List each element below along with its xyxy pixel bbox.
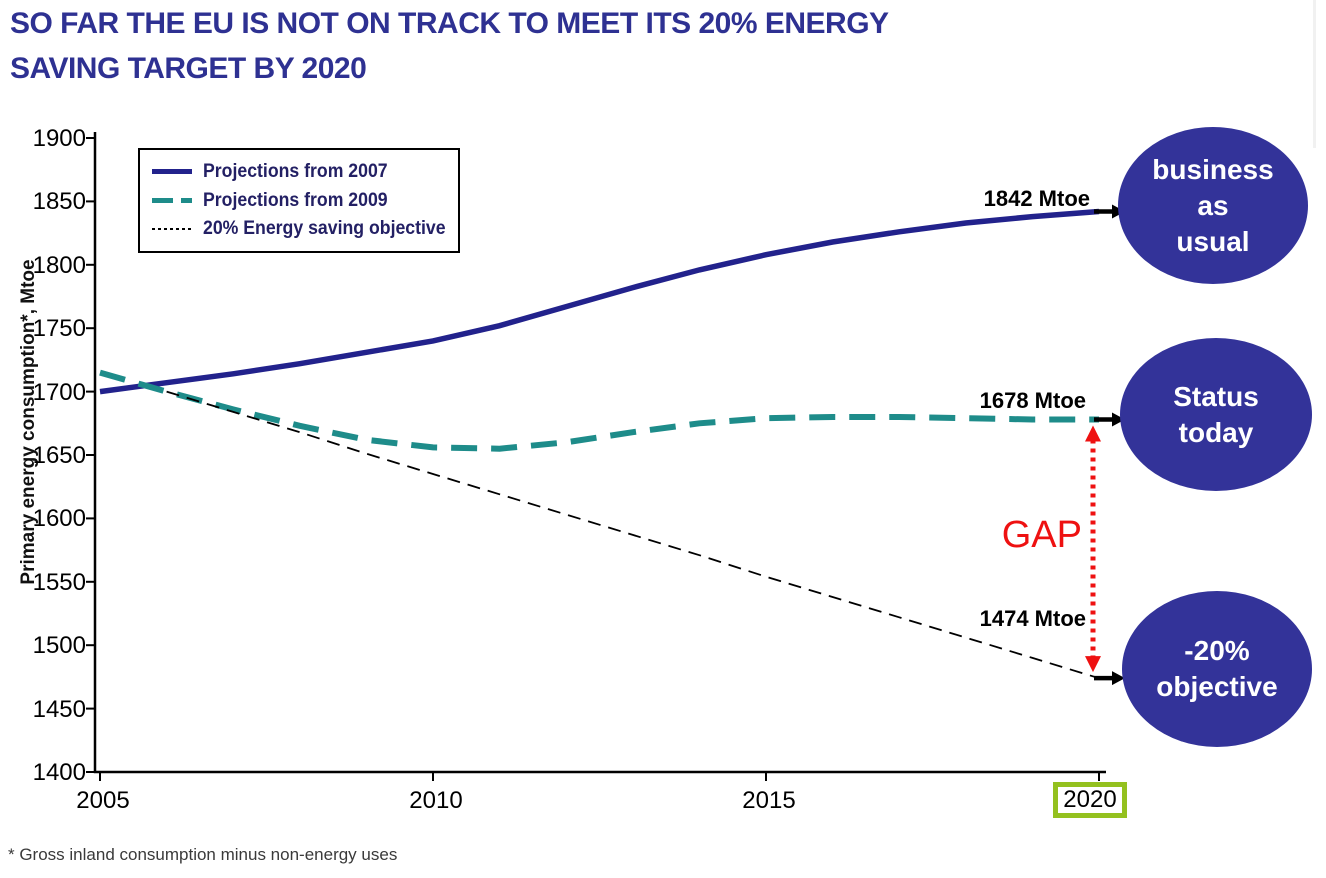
y-tick-label-1550: 1550 [32, 568, 86, 596]
bubble-status-today: Status today [1120, 338, 1312, 491]
gap-arrow-head-down [1085, 656, 1101, 673]
x-tick-label-2005: 2005 [76, 787, 130, 814]
legend-item-2: 20% Energy saving objective [152, 218, 454, 240]
legend-swatch-dotted [152, 228, 192, 231]
y-tick-label-1800: 1800 [32, 251, 86, 279]
label-objective-value: 1474 Mtoe [979, 606, 1086, 631]
x-tick-label-2010: 2010 [409, 787, 463, 814]
window-edge-artifact [1313, 0, 1316, 148]
label-bau-value: 1842 Mtoe [983, 186, 1090, 211]
y-tick-label-1700: 1700 [32, 378, 86, 406]
legend-label: Projections from 2009 [203, 189, 388, 211]
legend-label: Projections from 2007 [203, 160, 388, 182]
legend-swatch-dashed [152, 198, 192, 203]
legend-label: 20% Energy saving objective [203, 218, 446, 240]
bubble-minus-20-objective: -20% objective [1122, 591, 1312, 747]
gap-label: GAP [1001, 514, 1082, 556]
y-axis-title: Primary energy consumption*, Mtoe [18, 259, 39, 585]
page-title-line2: SAVING TARGET BY 2020 [10, 52, 367, 85]
series-line-1-dashed [99, 369, 1099, 452]
pointer-arrow-head-1 [1112, 412, 1125, 427]
legend-item-1: Projections from 2009 [152, 190, 454, 212]
y-tick-label-1900: 1900 [32, 125, 86, 152]
series-line-2-dotted [166, 390, 1100, 680]
legend-swatch-solid [152, 169, 192, 175]
legend-box: Projections from 2007 Projections from 20… [138, 148, 460, 253]
y-tick-label-1850: 1850 [32, 188, 86, 216]
page-title: SO FAR THE EU IS NOT ON TRACK TO MEET IT… [10, 1, 1170, 91]
label-status-value: 1678 Mtoe [979, 388, 1086, 413]
x-tick-label-2015: 2015 [742, 787, 796, 814]
y-tick-label-1750: 1750 [32, 315, 86, 343]
legend-item-0: Projections from 2007 [152, 161, 454, 183]
y-tick-label-1500: 1500 [32, 632, 86, 660]
highlight-box-2020: 2020 [1053, 782, 1127, 818]
y-tick-label-1600: 1600 [32, 505, 86, 533]
series-line-0-solid [99, 208, 1100, 395]
y-tick-label-1450: 1450 [32, 695, 86, 723]
x-tick-label-2020: 2020 [1040, 782, 1140, 818]
page-title-line1: SO FAR THE EU IS NOT ON TRACK TO MEET IT… [10, 7, 889, 40]
bubble-business-as-usual: business as usual [1118, 127, 1308, 284]
gap-arrow-head-up [1085, 425, 1101, 442]
y-tick-label-1400: 1400 [32, 759, 86, 786]
pointer-arrow-head-2 [1112, 671, 1125, 686]
footnote: * Gross inland consumption minus non-ene… [8, 845, 398, 864]
y-tick-label-1650: 1650 [32, 442, 86, 469]
